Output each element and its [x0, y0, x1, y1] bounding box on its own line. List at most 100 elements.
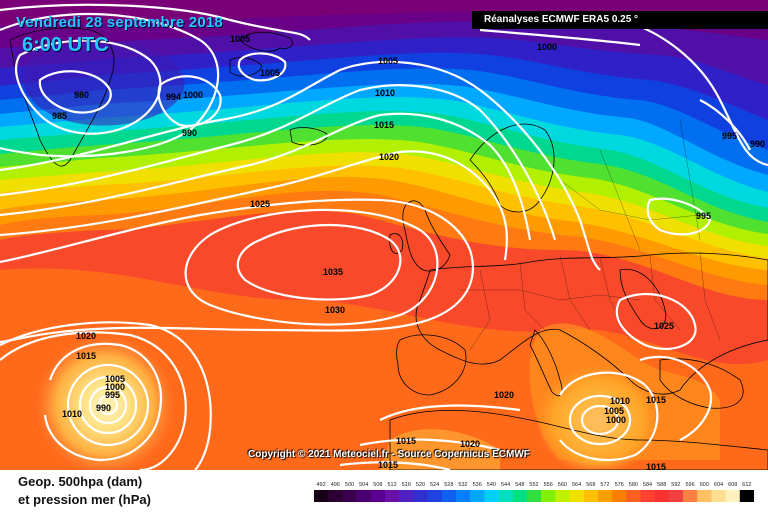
border-9	[599, 149, 641, 251]
isobar-label-1005-greenland-east: 1005	[260, 68, 280, 78]
isobar-greece-1015	[639, 355, 713, 441]
isobar-1020-med	[379, 404, 521, 421]
legend-swatch-21	[612, 490, 627, 502]
legend-swatch-28	[711, 490, 726, 502]
color-legend: 492 496 500 504 508 512 516 520 524 528 532 536 540 5…	[314, 482, 754, 502]
legend-swatch-30	[739, 490, 754, 502]
legend-swatch-5	[384, 490, 400, 502]
isobar-hurricane-1000	[66, 363, 150, 447]
isobar-label-985: 985	[52, 111, 67, 121]
legend-swatch-25	[668, 490, 684, 502]
border-1	[460, 289, 641, 301]
isobar-label-1025-atlantic: 1025	[250, 199, 270, 209]
legend-tick-512: 512	[388, 482, 397, 488]
legend-tick-556: 556	[544, 482, 553, 488]
isobar-1010	[0, 84, 557, 241]
legend-tick-552: 552	[529, 482, 538, 488]
legend-tick-524: 524	[430, 482, 439, 488]
isobar-label-1035: 1035	[323, 267, 343, 277]
isobar-1020-africa	[359, 438, 501, 452]
border-8	[559, 179, 701, 221]
legend-tick-528: 528	[444, 482, 453, 488]
isobar-label-1000-hurricane: 1000	[105, 382, 125, 392]
legend-tick-576: 576	[615, 482, 624, 488]
legend-swatch-10	[455, 490, 471, 502]
map-time: 6:00 UTC	[22, 34, 109, 56]
legend-tick-520: 520	[416, 482, 425, 488]
legend-tick-588: 588	[657, 482, 666, 488]
isobar-label-995-russia: 995	[722, 131, 737, 141]
legend-tick-508: 508	[373, 482, 382, 488]
isobar-label-1020-south-atlantic: 1020	[76, 331, 96, 341]
border-3	[519, 261, 546, 331]
legend-tick-568: 568	[586, 482, 595, 488]
isobar-label-980: 980	[74, 90, 89, 100]
isobar-label-990-russia: 990	[750, 139, 765, 149]
isobar-label-995-baltic: 995	[696, 211, 711, 221]
isobar-label-1000-scandinavia: 1000	[537, 42, 557, 52]
isobar-label-1005-medicane: 1005	[604, 406, 624, 416]
legend-swatch-1	[328, 490, 343, 502]
isobar-hurricane-1020	[0, 321, 212, 470]
isobar-1035	[236, 223, 402, 301]
legend-tick-604: 604	[714, 482, 723, 488]
isobar-label-1020-north-sea: 1020	[379, 152, 399, 162]
italy-coast	[529, 329, 563, 397]
band-magenta	[0, 0, 768, 26]
legend-swatch-17	[555, 490, 570, 502]
legend-swatch-9	[441, 490, 457, 502]
legend-tick-580: 580	[629, 482, 638, 488]
isobar-label-990-hurricane: 990	[96, 403, 111, 413]
copyright-notice: Copyright © 2021 Meteociel.fr - Source C…	[248, 449, 530, 460]
legend-tick-504: 504	[359, 482, 368, 488]
isobar-labels: 1005 1005 980 985 994 1000 990 1005 1000…	[52, 34, 765, 470]
scandinavia-coast	[469, 123, 555, 213]
legend-swatch-15	[526, 490, 542, 502]
isobar-hurricane-1010	[43, 342, 163, 462]
legend-swatch-27	[697, 490, 712, 502]
isobar-995-east	[619, 18, 768, 167]
legend-swatch-3	[356, 490, 372, 502]
jan-mayen-coast	[229, 57, 263, 77]
border-7	[699, 251, 721, 341]
legend-tick-548: 548	[515, 482, 524, 488]
isobar-1030	[184, 208, 439, 326]
isobar-inner-low	[38, 70, 112, 114]
border-6	[649, 255, 681, 331]
border-2	[469, 269, 491, 351]
legend-swatch-0	[314, 490, 329, 502]
isobar-990-east	[699, 99, 751, 151]
isobar-label-1005-norway-sea: 1005	[378, 56, 398, 66]
legend-swatch-6	[399, 490, 414, 502]
isobar-label-1015-libya: 1015	[646, 462, 666, 470]
ireland-coast	[389, 233, 404, 254]
isobar-label-1000-medicane: 1000	[606, 415, 626, 425]
svalbard-coast	[239, 31, 293, 52]
isobar-label-1020-mediterranean: 1020	[494, 390, 514, 400]
isobar-label-1015-morocco: 1015	[396, 436, 416, 446]
isobar-1015-africa	[339, 461, 451, 470]
isobar-label-1010-hurricane: 1010	[62, 409, 82, 419]
legend-swatch-24	[654, 490, 670, 502]
map-date: Vendredi 28 septembre 2018	[16, 14, 223, 31]
legend-tick-544: 544	[501, 482, 510, 488]
legend-tick-564: 564	[572, 482, 581, 488]
isobar-1025-balkans	[615, 292, 697, 350]
legend-title-geopotential: Geop. 500hpa (dam)	[18, 474, 143, 489]
isobar-label-1015-south-atlantic: 1015	[76, 351, 96, 361]
isobar-1025	[0, 198, 474, 344]
border-4	[559, 254, 591, 331]
isobar-medicane-1000	[580, 404, 620, 436]
legend-tick-600: 600	[700, 482, 709, 488]
isobar-label-1030: 1030	[325, 305, 345, 315]
legend-swatch-13	[498, 490, 514, 502]
isobar-label-1005-north-atlantic: 1005	[230, 34, 250, 44]
legend-swatch-23	[640, 490, 655, 502]
isobar-label-1005-hurricane: 1005	[105, 374, 125, 384]
legend-swatch-29	[725, 490, 741, 502]
hurricane-warm-core	[35, 335, 175, 470]
isobar-hurricane-inner	[97, 394, 119, 416]
isobar-label-1015-greece: 1015	[646, 395, 666, 405]
isobar-1005-north	[0, 3, 311, 41]
weather-map: 1005 1005 980 985 994 1000 990 1005 1000…	[0, 0, 768, 470]
